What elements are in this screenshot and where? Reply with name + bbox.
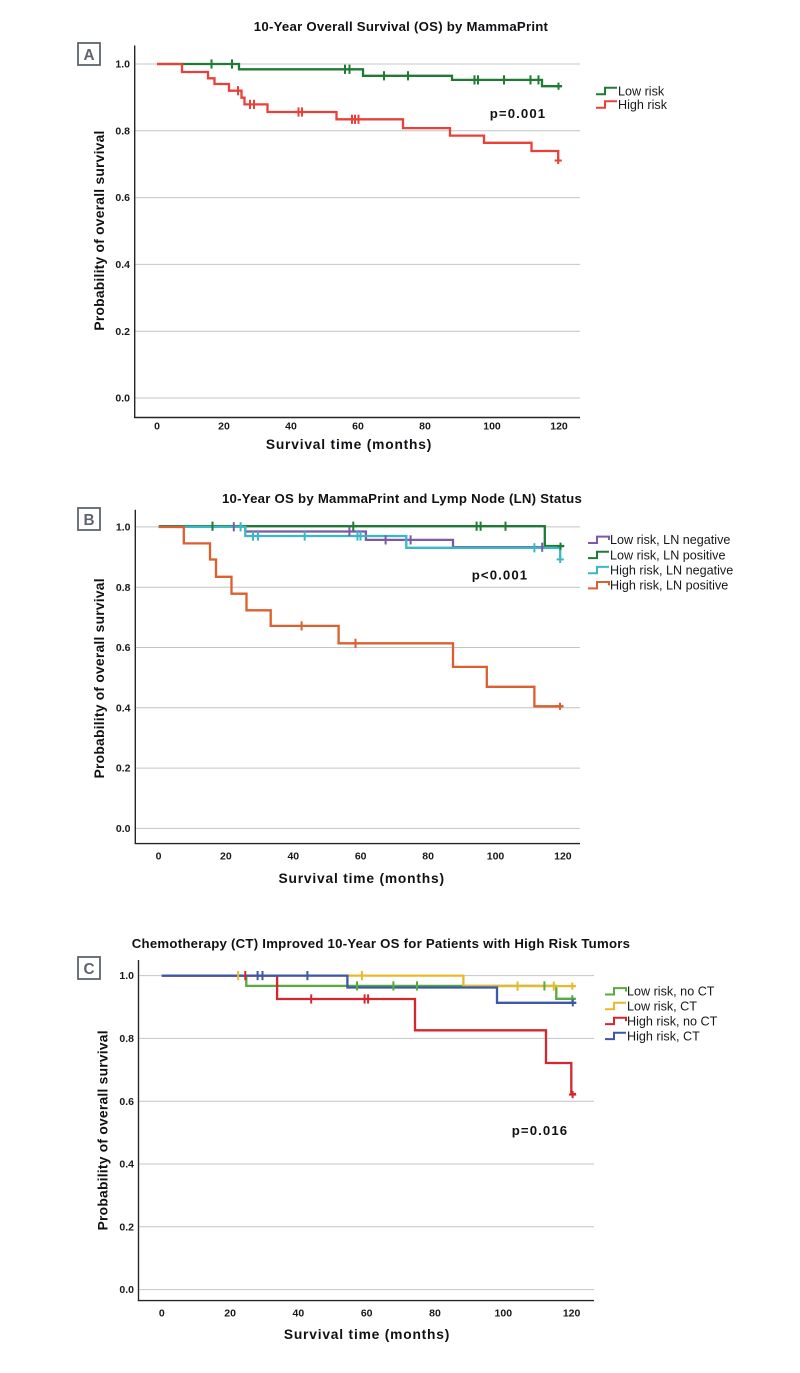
svg-text:80: 80	[422, 851, 434, 863]
svg-text:p=0.001: p=0.001	[490, 106, 546, 121]
svg-text:Low risk, no CT: Low risk, no CT	[627, 985, 715, 999]
svg-text:Low risk: Low risk	[618, 84, 665, 98]
svg-text:0.0: 0.0	[116, 823, 131, 835]
svg-text:B: B	[83, 512, 94, 529]
svg-text:0: 0	[159, 1308, 165, 1320]
svg-text:0.8: 0.8	[115, 125, 130, 137]
svg-text:120: 120	[563, 1308, 581, 1320]
svg-text:High risk, no CT: High risk, no CT	[627, 1014, 718, 1028]
svg-text:High risk, CT: High risk, CT	[627, 1029, 700, 1043]
svg-text:0.6: 0.6	[119, 1096, 134, 1108]
svg-text:Low risk, LN negative: Low risk, LN negative	[610, 533, 730, 547]
svg-text:40: 40	[285, 421, 297, 433]
svg-text:Chemotherapy (CT) Improved 10-: Chemotherapy (CT) Improved 10-Year OS fo…	[132, 936, 630, 951]
svg-text:Survival time (months): Survival time (months)	[284, 1327, 450, 1342]
svg-text:20: 20	[218, 421, 230, 433]
svg-text:0: 0	[154, 421, 160, 433]
svg-text:0.2: 0.2	[115, 326, 130, 338]
svg-text:60: 60	[361, 1308, 373, 1320]
svg-text:1.0: 1.0	[116, 522, 131, 534]
svg-text:80: 80	[429, 1308, 441, 1320]
svg-text:p<0.001: p<0.001	[472, 568, 528, 583]
svg-text:0.0: 0.0	[115, 393, 130, 405]
svg-text:0.6: 0.6	[116, 642, 131, 654]
svg-text:0.6: 0.6	[115, 192, 130, 204]
svg-text:0.8: 0.8	[116, 582, 131, 594]
svg-text:Survival time (months): Survival time (months)	[266, 437, 432, 452]
svg-text:0.8: 0.8	[119, 1033, 134, 1045]
svg-text:High risk, LN negative: High risk, LN negative	[610, 564, 733, 578]
svg-text:20: 20	[224, 1308, 236, 1320]
svg-text:40: 40	[287, 851, 299, 863]
svg-text:A: A	[83, 47, 94, 64]
svg-text:Survival time (months): Survival time (months)	[279, 871, 445, 886]
svg-text:1.0: 1.0	[119, 970, 134, 982]
svg-text:C: C	[83, 961, 94, 978]
svg-text:40: 40	[293, 1308, 305, 1320]
svg-text:0.4: 0.4	[119, 1159, 134, 1171]
svg-text:60: 60	[355, 851, 367, 863]
svg-text:High risk, LN positive: High risk, LN positive	[610, 579, 728, 593]
svg-text:p=0.016: p=0.016	[512, 1123, 568, 1138]
svg-text:20: 20	[220, 851, 232, 863]
svg-text:Probability of overall surviva: Probability of overall survival	[92, 130, 107, 330]
svg-text:120: 120	[554, 851, 572, 863]
svg-text:1.0: 1.0	[115, 59, 130, 71]
svg-text:Low risk, CT: Low risk, CT	[627, 999, 697, 1013]
svg-text:120: 120	[550, 421, 568, 433]
svg-text:0: 0	[156, 851, 162, 863]
svg-text:0.4: 0.4	[116, 702, 131, 714]
svg-text:High risk: High risk	[618, 98, 668, 112]
svg-text:0.2: 0.2	[116, 763, 131, 775]
svg-text:100: 100	[495, 1308, 513, 1320]
svg-text:100: 100	[487, 851, 505, 863]
svg-text:80: 80	[419, 421, 431, 433]
svg-text:Low risk, LN positive: Low risk, LN positive	[610, 548, 725, 562]
svg-text:0.2: 0.2	[119, 1221, 134, 1233]
svg-text:0.0: 0.0	[119, 1284, 134, 1296]
svg-text:10-Year Overall Survival (OS): 10-Year Overall Survival (OS) by MammaPr…	[254, 19, 549, 34]
svg-text:0.4: 0.4	[115, 259, 130, 271]
svg-text:Probability of overall surviva: Probability of overall survival	[92, 578, 107, 778]
svg-text:100: 100	[483, 421, 501, 433]
svg-text:60: 60	[352, 421, 364, 433]
svg-text:10-Year OS by MammaPrint and L: 10-Year OS by MammaPrint and Lymp Node (…	[222, 491, 582, 506]
svg-text:Probability of overall surviva: Probability of overall survival	[96, 1030, 111, 1230]
